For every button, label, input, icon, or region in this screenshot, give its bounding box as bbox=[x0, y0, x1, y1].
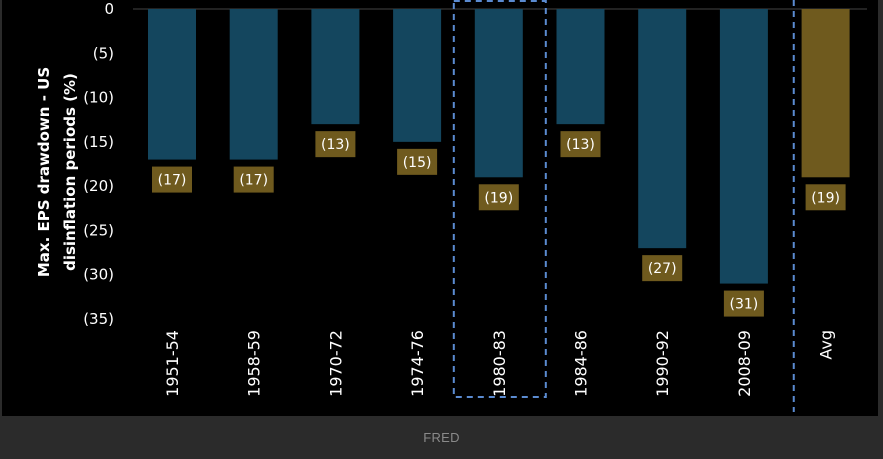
data-label-box-1970-72 bbox=[315, 131, 356, 158]
bar-2008-09 bbox=[719, 9, 768, 284]
y-tick-label: 0 bbox=[104, 0, 114, 18]
data-label-1974-76: (15) bbox=[403, 155, 432, 171]
data-label-1980-83: (19) bbox=[484, 190, 513, 206]
data-label-box-1980-83 bbox=[478, 184, 519, 211]
source-label: FRED bbox=[423, 430, 460, 445]
bar-1990-92 bbox=[638, 9, 687, 249]
bar-1958-59 bbox=[229, 9, 278, 160]
bar-1984-86 bbox=[556, 9, 605, 125]
data-label-1990-92: (27) bbox=[648, 261, 677, 277]
category-label-1958-59: 1958-59 bbox=[245, 330, 264, 397]
data-label-1951-54: (17) bbox=[158, 173, 187, 189]
data-label-box-1958-59 bbox=[233, 166, 274, 193]
data-label-1958-59: (17) bbox=[239, 173, 268, 189]
y-axis-title-line-1: Max. EPS drawdown - US bbox=[35, 67, 53, 277]
bar-Avg bbox=[801, 9, 850, 178]
data-label-1984-86: (13) bbox=[566, 137, 595, 153]
category-label-1990-92: 1990-92 bbox=[653, 330, 672, 397]
eps-drawdown-bar-chart: 0 (5) (10) (15) (20) (25) (30) (35) Max. EPS dra… bbox=[35, 0, 867, 412]
category-label-1980-83: 1980-83 bbox=[490, 330, 509, 397]
y-tick-label: (30) bbox=[83, 266, 114, 284]
data-label-box-1984-86 bbox=[560, 131, 601, 158]
y-tick-label: (5) bbox=[93, 44, 114, 62]
category-label-Avg: Avg bbox=[817, 330, 836, 360]
category-label-1974-76: 1974-76 bbox=[408, 330, 427, 397]
bar-1970-72 bbox=[311, 9, 360, 125]
category-label-2008-09: 2008-09 bbox=[735, 330, 754, 397]
data-label-box-1990-92 bbox=[642, 255, 683, 282]
y-tick-label: (25) bbox=[83, 221, 114, 239]
y-tick-label: (10) bbox=[83, 89, 114, 107]
bar-1980-83 bbox=[474, 9, 523, 178]
data-label-1970-72: (13) bbox=[321, 137, 350, 153]
data-label-Avg: (19) bbox=[811, 190, 840, 206]
data-label-box-Avg bbox=[805, 184, 846, 211]
category-label-1951-54: 1951-54 bbox=[163, 330, 182, 397]
y-tick-label: (15) bbox=[83, 133, 114, 151]
source-footer: FRED bbox=[0, 416, 883, 459]
y-tick-label: (20) bbox=[83, 177, 114, 195]
y-axis-title-line-2: disinflation periods (%) bbox=[61, 73, 79, 271]
data-label-box-1974-76 bbox=[397, 148, 438, 175]
bar-1974-76 bbox=[393, 9, 442, 142]
data-label-box-1951-54 bbox=[152, 166, 192, 193]
chart-area: 0 (5) (10) (15) (20) (25) (30) (35) Max. EPS dra… bbox=[2, 0, 878, 416]
category-label-1984-86: 1984-86 bbox=[572, 330, 591, 397]
bar-1951-54 bbox=[148, 9, 196, 160]
y-axis-title: Max. EPS drawdown - US disinflation perio… bbox=[35, 67, 79, 277]
data-label-2008-09: (31) bbox=[730, 297, 759, 313]
y-tick-label: (35) bbox=[83, 310, 114, 328]
data-label-box-2008-09 bbox=[723, 290, 764, 317]
highlight-box-1980-83 bbox=[452, 0, 547, 398]
category-label-1970-72: 1970-72 bbox=[326, 330, 345, 397]
